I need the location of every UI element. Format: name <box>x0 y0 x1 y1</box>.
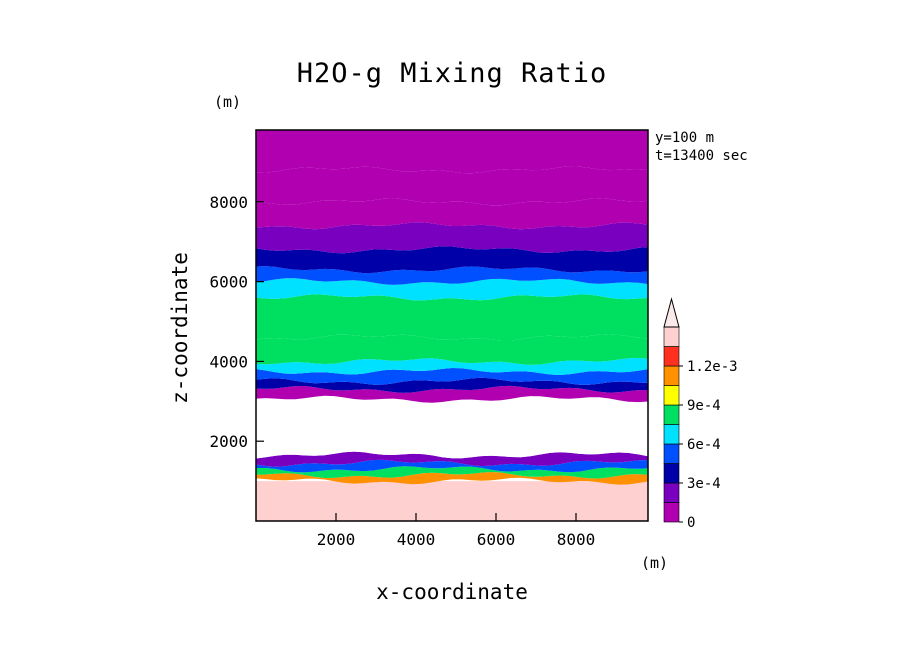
colorbar-label: 6e-4 <box>687 437 721 453</box>
x-tick-label: 8000 <box>557 530 596 549</box>
colorbar-label: 0 <box>687 515 695 531</box>
colorbar-segment <box>663 365 680 386</box>
annotation-y-position: y=100 m <box>655 130 715 146</box>
x-tick-label: 2000 <box>317 530 356 549</box>
contour-band <box>256 222 648 254</box>
contour-band <box>256 266 648 285</box>
contour-band <box>256 357 648 375</box>
plot-frame <box>255 129 649 522</box>
contour-band <box>256 395 648 459</box>
colorbar-extend-arrow <box>663 297 680 328</box>
contour-band <box>256 466 648 479</box>
annotation-time: t=13400 sec <box>655 148 748 164</box>
colorbar-segment <box>663 463 680 484</box>
y-tick-label: 4000 <box>209 352 248 371</box>
contour-band <box>256 130 648 174</box>
colorbar-segment <box>663 346 680 367</box>
contour-band <box>256 377 648 393</box>
x-axis-label: x-coordinate <box>376 580 528 604</box>
x-tick-label: 6000 <box>477 530 516 549</box>
colorbar-segment <box>663 404 680 425</box>
contour-band <box>256 459 648 473</box>
colorbar-segment <box>663 502 680 523</box>
colorbar-segment <box>663 385 680 406</box>
colorbar-label: 9e-4 <box>687 398 721 414</box>
colorbar-label: 3e-4 <box>687 476 721 492</box>
contour-band <box>256 166 648 206</box>
colorbar-label: 1.2e-3 <box>687 359 738 375</box>
contour-band <box>256 278 648 301</box>
x-axis-unit: (m) <box>641 554 669 572</box>
y-tick-label: 2000 <box>209 432 248 451</box>
y-tick-label: 8000 <box>209 193 248 212</box>
contour-band <box>256 451 648 467</box>
contour-band <box>256 334 648 365</box>
colorbar-segment <box>663 482 680 503</box>
contour-band <box>256 385 648 403</box>
contour-band <box>256 198 648 230</box>
contour-band <box>256 472 648 485</box>
y-axis-unit: (m) <box>214 93 242 111</box>
contour-band <box>256 294 648 341</box>
contour-band <box>256 368 648 385</box>
contour-band <box>256 481 648 521</box>
x-tick-label: 4000 <box>397 530 436 549</box>
chart-title: H2O-g Mixing Ratio <box>296 58 608 89</box>
y-tick-label: 6000 <box>209 273 248 292</box>
contour-band <box>256 246 648 274</box>
colorbar-segment <box>663 424 680 445</box>
colorbar-segment <box>663 443 680 464</box>
colorbar-segment <box>663 326 680 347</box>
